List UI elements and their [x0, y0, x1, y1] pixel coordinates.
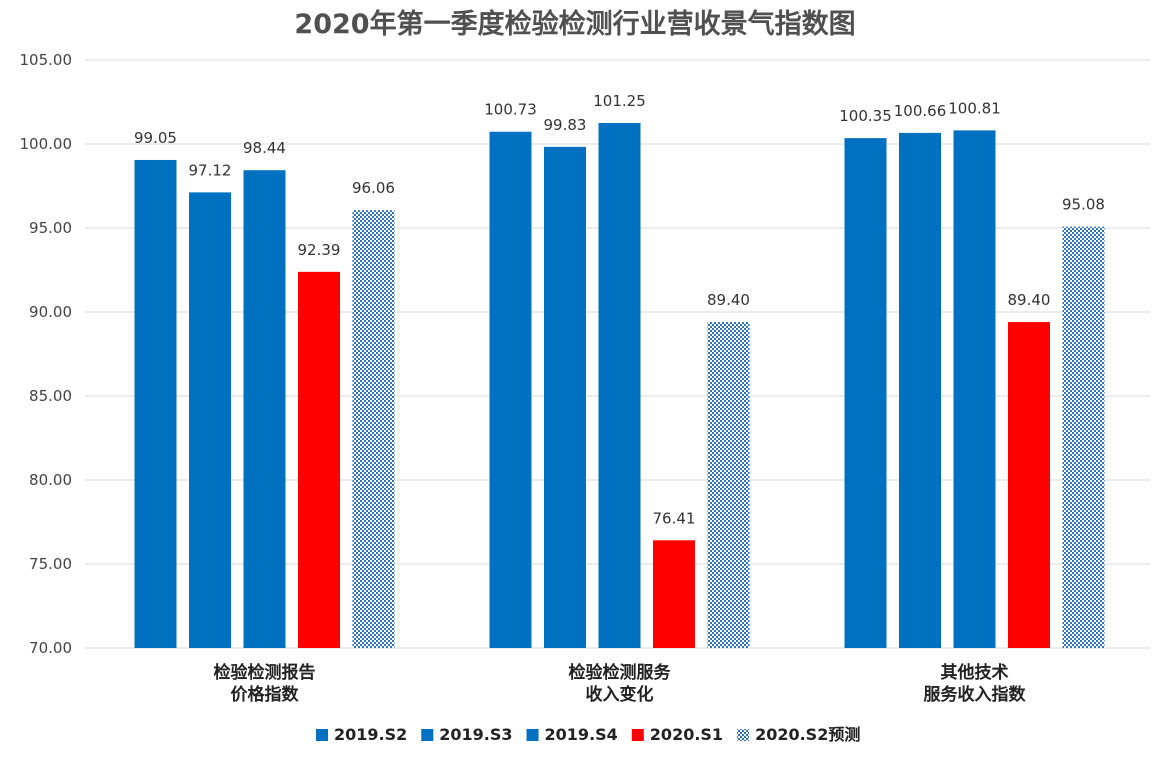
legend-swatch: [316, 729, 328, 741]
bar-2019-s4: [953, 130, 996, 649]
bar-2020-s2--: [707, 322, 750, 648]
legend-swatch: [526, 729, 539, 741]
legend-swatch: [631, 729, 644, 741]
bar-2020-s1: [298, 271, 340, 648]
category-label: 检验检测服务: [569, 662, 672, 683]
y-tick-label: 75.00: [29, 555, 72, 573]
chart-title: 2020年第一季度检验检测行业营收景气指数图: [294, 8, 855, 40]
bar-2020-s2--: [1062, 226, 1105, 648]
bar-2019-s4: [598, 123, 641, 648]
data-label: 95.08: [1062, 196, 1105, 214]
category-label: 检验检测报告: [214, 662, 316, 683]
legend-label: 2019.S3: [439, 725, 512, 744]
category-label: 价格指数: [231, 684, 300, 705]
bar-2020-s1: [653, 540, 695, 648]
data-label: 76.41: [653, 509, 696, 527]
y-tick-label: 95.00: [29, 219, 72, 237]
legend-label: 2019.S4: [545, 725, 618, 744]
y-axis-ticks: 70.00 75.00 80.00 85.00 90.00 95.00 100.00 105.…: [20, 51, 73, 657]
bar-2019-s2: [134, 159, 177, 648]
legend-label: 2020.S1: [650, 725, 723, 744]
data-label: 100.35: [839, 107, 892, 125]
legend-swatch: [421, 729, 434, 741]
bar-2019-s4: [243, 170, 286, 648]
data-label: 92.39: [298, 241, 341, 259]
y-tick-label: 100.00: [20, 135, 73, 153]
bars: [134, 123, 1105, 649]
data-label: 98.44: [243, 139, 286, 157]
bar-2019-s2: [489, 131, 532, 649]
data-label: 100.81: [948, 99, 1001, 117]
legend-swatch: [737, 729, 750, 741]
data-labels: 99.05 97.12 98.44 92.39 96.06 100.73 99.83 101.…: [134, 92, 1105, 527]
data-label: 100.73: [484, 101, 537, 119]
data-label: 101.25: [593, 92, 646, 110]
legend-label: 2019.S2: [334, 725, 407, 744]
bar-2019-s2: [844, 138, 887, 648]
bar-2020-s1: [1008, 322, 1050, 648]
category-label: 服务收入指数: [924, 684, 1027, 705]
data-label: 89.40: [1008, 291, 1051, 309]
y-tick-label: 70.00: [29, 639, 72, 657]
category-label: 收入变化: [586, 684, 654, 705]
data-label: 96.06: [352, 179, 395, 197]
data-label: 100.66: [894, 102, 947, 120]
y-tick-label: 80.00: [29, 471, 72, 489]
legend-label: 2020.S2预测: [755, 725, 860, 744]
data-label: 99.05: [134, 129, 177, 147]
data-label: 97.12: [189, 161, 232, 179]
data-label: 99.83: [544, 116, 587, 134]
y-tick-label: 90.00: [29, 303, 72, 321]
bar-2020-s2--: [352, 210, 395, 648]
y-tick-label: 85.00: [29, 387, 72, 405]
category-label: 其他技术: [941, 662, 1009, 683]
y-tick-label: 105.00: [20, 51, 73, 69]
bar-2019-s3: [189, 192, 231, 648]
data-label: 89.40: [707, 291, 750, 309]
bar-2019-s3: [899, 132, 941, 649]
legend: 2019.S2 2019.S3 2019.S4 2020.S1 2020.S2预测: [316, 725, 860, 744]
bar-2019-s3: [544, 146, 586, 648]
